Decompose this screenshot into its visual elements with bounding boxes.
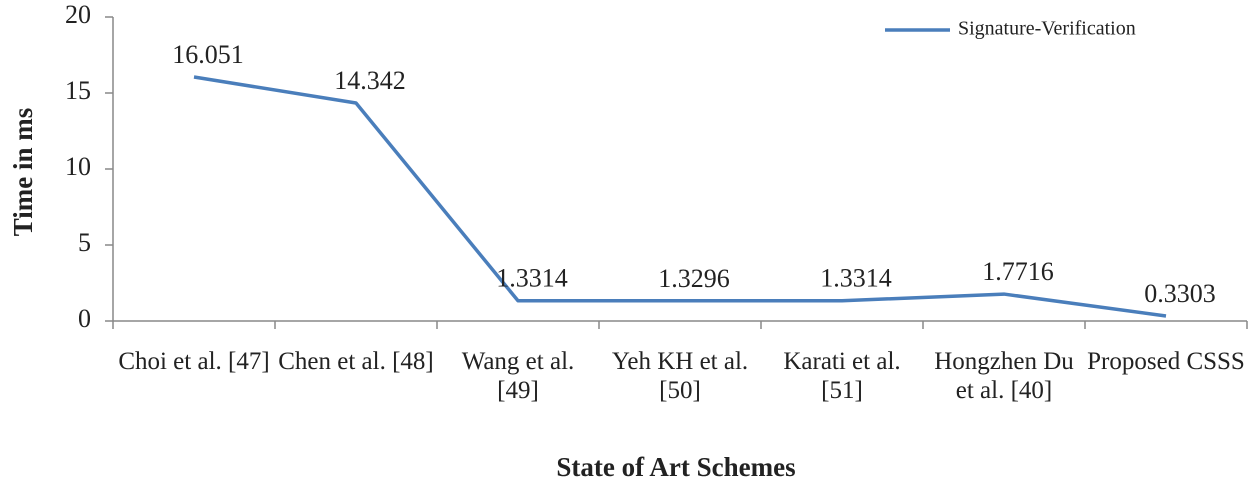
data-label: 14.342 bbox=[334, 66, 406, 95]
y-tick-label: 15 bbox=[65, 76, 91, 105]
y-tick-label: 0 bbox=[78, 304, 91, 333]
y-tick-label: 5 bbox=[78, 228, 91, 257]
y-axis-label: Time in ms bbox=[8, 108, 38, 237]
legend-label: Signature-Verification bbox=[958, 18, 1136, 40]
data-label: 1.3296 bbox=[658, 264, 730, 293]
x-tick-label: Wang et al. [49] bbox=[461, 348, 575, 404]
x-tick-label: Karati et al. [51] bbox=[783, 348, 901, 404]
x-axis-label: State of Art Schemes bbox=[556, 452, 795, 482]
data-label: 1.3314 bbox=[496, 264, 568, 293]
data-label: 16.051 bbox=[172, 40, 244, 69]
data-label: 0.3303 bbox=[1144, 279, 1216, 308]
x-tick-label: Choi et al. [47] bbox=[118, 348, 270, 375]
x-tick-label: Chen et al. [48] bbox=[278, 348, 434, 375]
y-tick-label: 20 bbox=[65, 0, 91, 29]
x-tick-label: Hongzhen Du et al. [40] bbox=[934, 348, 1074, 404]
data-label: 1.3314 bbox=[820, 264, 892, 293]
data-label: 1.7716 bbox=[982, 257, 1054, 286]
y-tick-label: 10 bbox=[65, 152, 91, 181]
data-line bbox=[193, 75, 1167, 318]
x-tick-label: Yeh KH et al. [50] bbox=[611, 348, 749, 404]
x-tick-label: Proposed CSSS bbox=[1087, 348, 1245, 375]
